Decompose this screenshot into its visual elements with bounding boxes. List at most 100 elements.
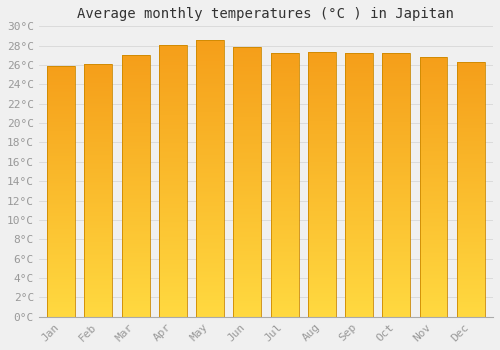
Bar	[196, 80, 224, 82]
Bar	[345, 305, 373, 306]
Bar	[234, 164, 262, 166]
Bar	[47, 314, 75, 316]
Bar	[84, 267, 112, 269]
Bar	[159, 178, 187, 180]
Bar	[345, 110, 373, 111]
Bar	[270, 251, 298, 252]
Bar	[382, 138, 410, 139]
Bar	[345, 209, 373, 210]
Bar	[84, 240, 112, 241]
Bar	[345, 149, 373, 151]
Bar	[345, 122, 373, 123]
Bar	[420, 199, 448, 200]
Bar	[345, 265, 373, 267]
Bar	[159, 151, 187, 152]
Bar	[420, 169, 448, 170]
Bar	[345, 134, 373, 135]
Bar	[234, 184, 262, 186]
Bar	[382, 211, 410, 213]
Bar	[308, 186, 336, 187]
Bar	[270, 227, 298, 229]
Bar	[84, 124, 112, 125]
Bar	[84, 283, 112, 284]
Bar	[159, 177, 187, 178]
Bar	[420, 173, 448, 174]
Bar	[345, 270, 373, 271]
Bar	[270, 240, 298, 242]
Bar	[308, 85, 336, 87]
Bar	[234, 244, 262, 245]
Bar	[122, 274, 150, 275]
Bar	[308, 142, 336, 144]
Bar	[308, 162, 336, 163]
Bar	[234, 134, 262, 136]
Bar	[345, 255, 373, 256]
Bar	[84, 83, 112, 84]
Bar	[234, 288, 262, 290]
Bar	[270, 101, 298, 102]
Bar	[122, 80, 150, 82]
Bar	[122, 247, 150, 249]
Bar	[308, 121, 336, 122]
Bar	[308, 102, 336, 103]
Bar	[420, 161, 448, 162]
Bar	[308, 271, 336, 272]
Bar	[308, 148, 336, 149]
Bar	[47, 204, 75, 205]
Bar	[159, 192, 187, 193]
Bar	[457, 193, 484, 195]
Bar	[308, 125, 336, 126]
Bar	[457, 130, 484, 131]
Bar	[196, 150, 224, 152]
Bar	[308, 114, 336, 116]
Bar	[122, 172, 150, 173]
Bar	[420, 257, 448, 258]
Bar	[234, 232, 262, 233]
Bar	[270, 75, 298, 76]
Bar	[159, 296, 187, 298]
Bar	[270, 214, 298, 215]
Bar	[47, 193, 75, 194]
Bar	[420, 118, 448, 120]
Bar	[270, 243, 298, 244]
Bar	[47, 289, 75, 290]
Bar	[345, 114, 373, 115]
Bar	[382, 146, 410, 147]
Bar	[159, 124, 187, 125]
Bar	[159, 163, 187, 164]
Bar	[196, 109, 224, 111]
Bar	[122, 165, 150, 167]
Bar	[196, 279, 224, 281]
Bar	[234, 276, 262, 278]
Bar	[196, 231, 224, 232]
Bar	[47, 258, 75, 259]
Bar	[420, 239, 448, 240]
Bar	[122, 162, 150, 164]
Bar	[345, 92, 373, 93]
Bar	[345, 258, 373, 259]
Bar	[345, 272, 373, 273]
Bar	[159, 121, 187, 122]
Bar	[420, 99, 448, 100]
Bar	[84, 290, 112, 292]
Bar	[234, 59, 262, 60]
Bar	[270, 113, 298, 114]
Bar	[234, 219, 262, 221]
Bar	[122, 96, 150, 97]
Bar	[308, 261, 336, 262]
Bar	[420, 91, 448, 92]
Bar	[122, 242, 150, 244]
Bar	[122, 174, 150, 176]
Bar	[84, 212, 112, 213]
Bar	[47, 169, 75, 170]
Bar	[234, 109, 262, 110]
Bar	[47, 284, 75, 286]
Bar	[457, 249, 484, 251]
Bar	[84, 284, 112, 285]
Bar	[420, 57, 448, 317]
Bar	[122, 256, 150, 257]
Bar	[308, 281, 336, 282]
Bar	[308, 82, 336, 83]
Bar	[47, 85, 75, 86]
Bar	[382, 239, 410, 240]
